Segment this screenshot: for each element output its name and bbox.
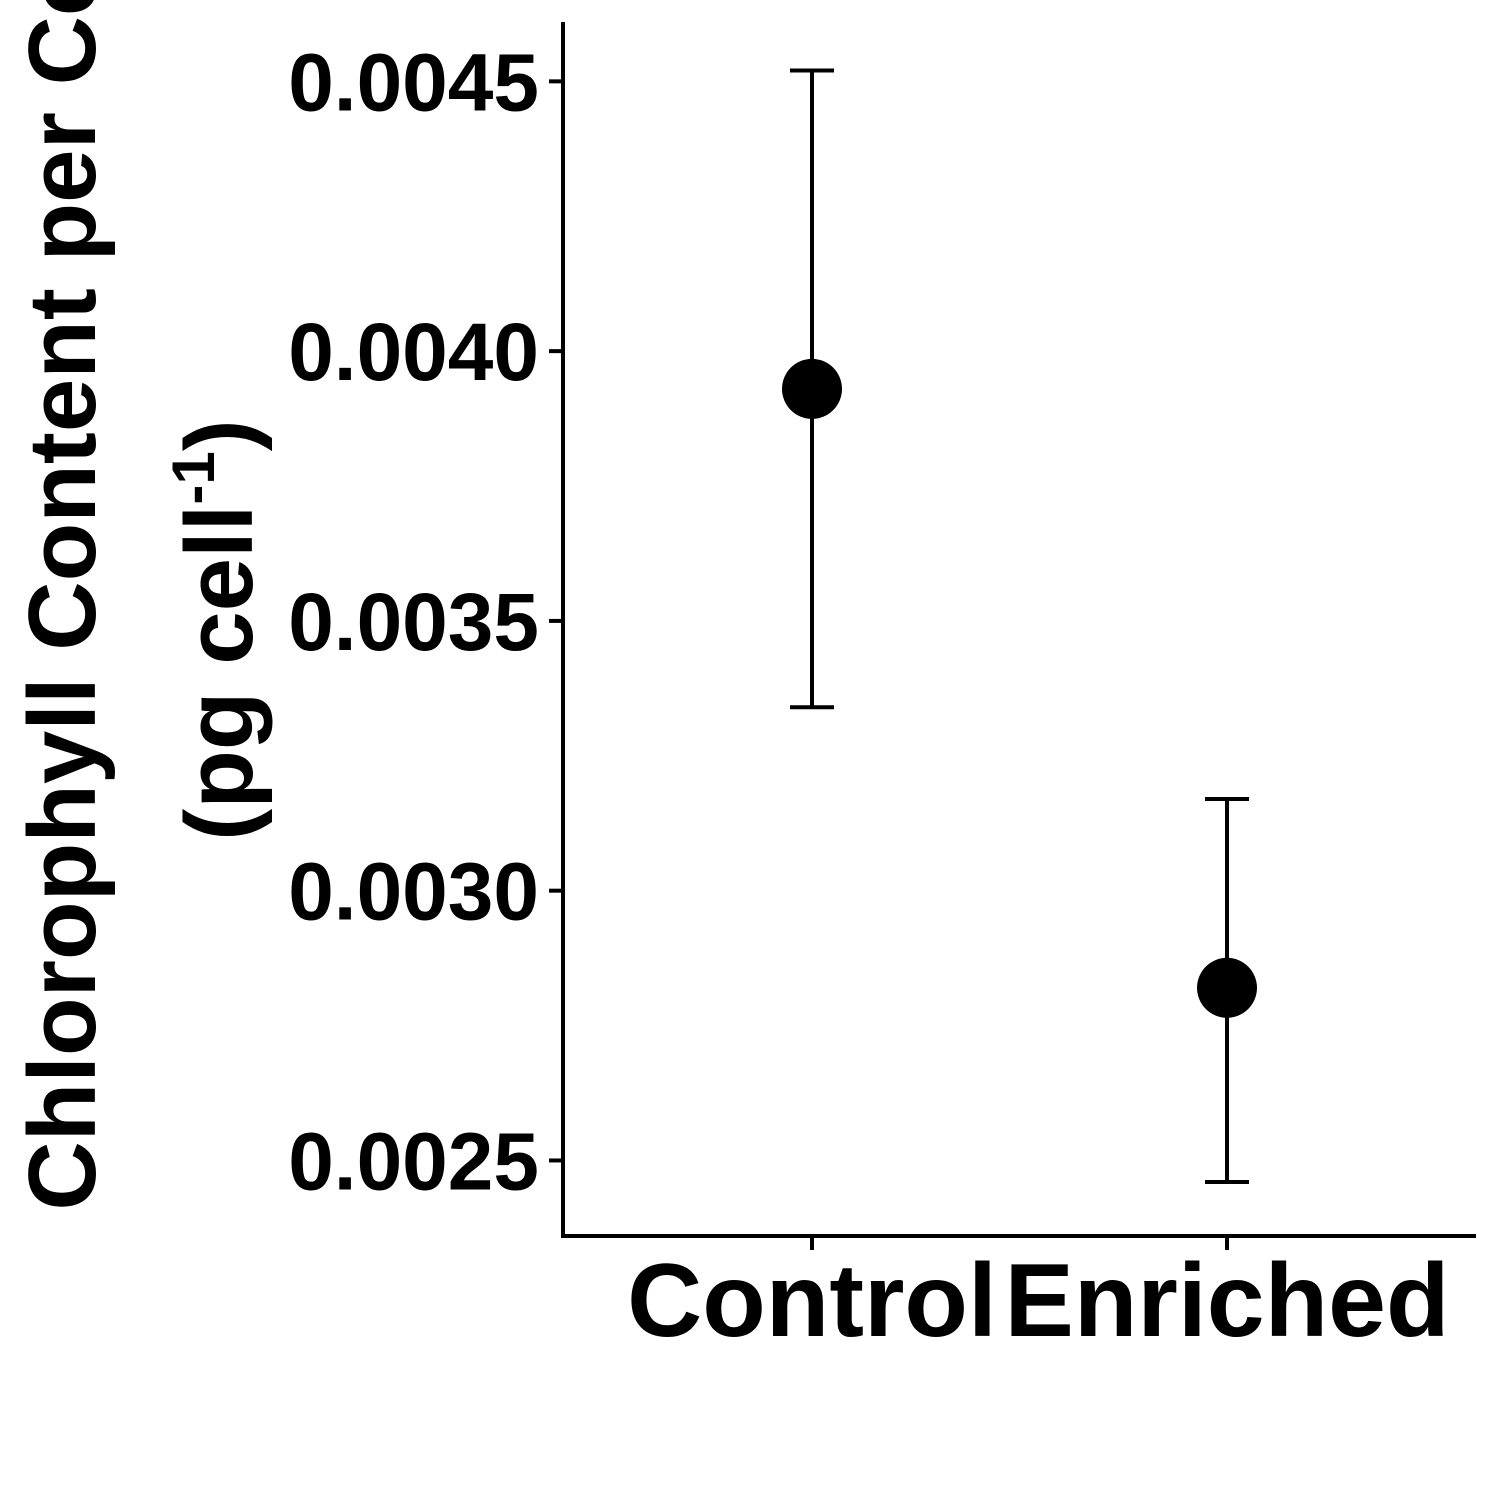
y-ticks: 0.0025 0.0030 0.0035 0.0040 0.0045	[288, 37, 563, 1207]
y-tick-label: 0.0045	[288, 37, 539, 128]
data-point	[1197, 957, 1257, 1018]
error-bar-group	[1197, 796, 1257, 1185]
axes	[561, 22, 1476, 1238]
y-axis-title-line2: (pg cell-1)	[160, 419, 273, 840]
y-axis-title-line2-close: )	[166, 419, 273, 451]
y-axis-title-line2-text: (pg cell	[166, 505, 273, 841]
y-tick-label: 0.0040	[288, 307, 539, 398]
y-axis-title-superscript: -1	[160, 451, 227, 504]
y-axis-title: Chlorophyll Content per Cell (pg cell-1)	[9, 0, 273, 1211]
x-tick-label: Control	[627, 1243, 997, 1359]
data-point	[782, 358, 842, 419]
y-tick-label: 0.0035	[288, 577, 539, 668]
y-tick-label: 0.0025	[288, 1116, 539, 1207]
x-tick-label: Enriched	[1005, 1243, 1450, 1359]
data-marks	[782, 68, 1257, 1185]
x-ticks: Control Enriched	[627, 1236, 1450, 1359]
error-bar-group	[782, 68, 842, 710]
y-tick-label: 0.0030	[288, 847, 539, 938]
y-axis-title-line1: Chlorophyll Content per Cell	[9, 0, 116, 1211]
